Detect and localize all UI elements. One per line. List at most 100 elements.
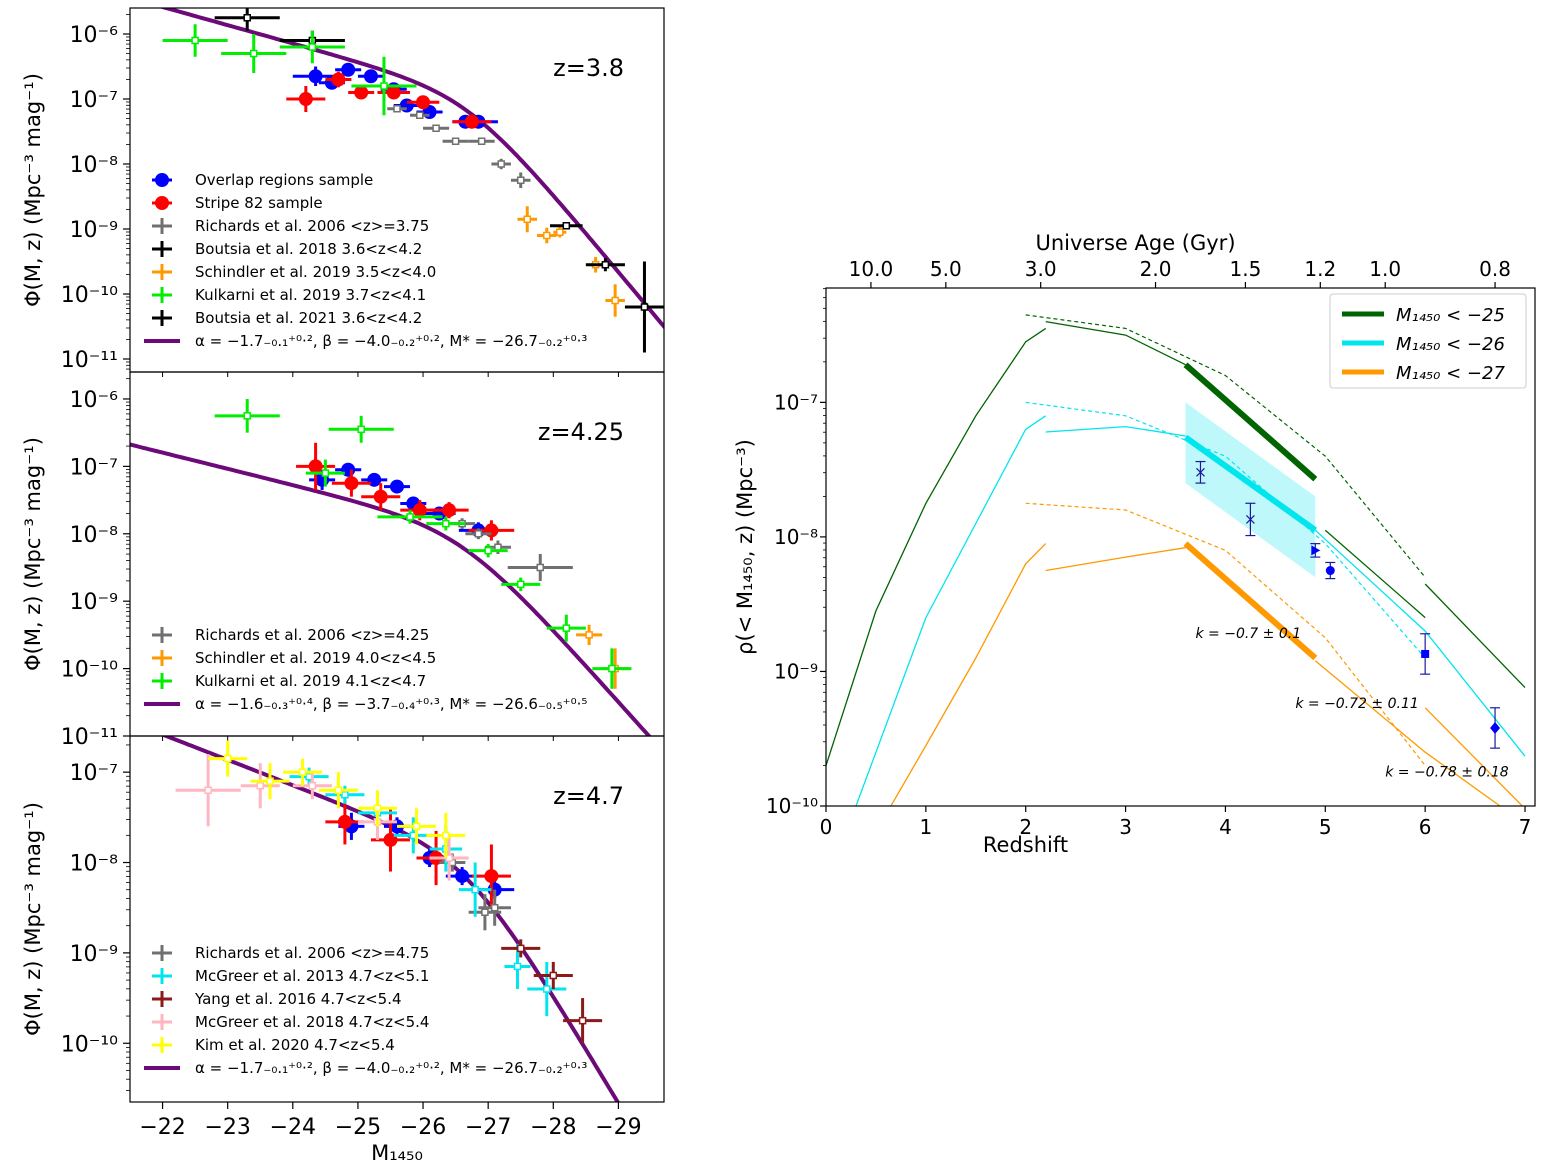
data-point: [256, 781, 264, 790]
data-point: [243, 412, 251, 420]
legend-label: M₁₄₅₀ < −27: [1396, 363, 1505, 384]
data-point: [341, 462, 356, 477]
data-point: [640, 303, 649, 311]
model-curve: [1314, 660, 1501, 806]
x-tick-label: 6: [1419, 815, 1432, 839]
y-tick-label: 10⁻⁸: [70, 153, 119, 178]
data-point: [308, 43, 317, 51]
data-point: [516, 580, 525, 589]
x-axis-label: M₁₄₅₀: [371, 1141, 423, 1164]
y-tick-label: 10⁻¹⁰: [766, 794, 818, 818]
x-tick-label: 5: [1319, 815, 1332, 839]
x-tick-label: −26: [400, 1115, 446, 1140]
data-point: [204, 786, 212, 794]
y-tick-label: 10⁻⁶: [70, 23, 119, 48]
data-point: [523, 215, 531, 223]
top-tick-label: 1.0: [1369, 257, 1401, 281]
data-point: [1245, 514, 1255, 524]
legend-label: α = −1.6₋₀.₃⁺⁰·⁴, β = −3.7₋₀.₄⁺⁰·³, M* =…: [195, 695, 587, 713]
data-point: [334, 786, 343, 794]
x-tick-label: −28: [530, 1115, 576, 1140]
data-point: [191, 36, 199, 45]
uncertainty-band: [1185, 402, 1316, 578]
y-tick-label: 10⁻¹¹: [61, 725, 118, 750]
redshift-label: z=3.8: [553, 54, 624, 82]
data-point: [556, 228, 564, 236]
x-tick-label: 1: [919, 815, 932, 839]
data-point: [380, 82, 388, 90]
data-point: [601, 261, 610, 269]
data-point: [516, 176, 525, 184]
data-point: [484, 523, 499, 538]
legend-label: McGreer et al. 2018 4.7<z<5.4: [195, 1013, 429, 1031]
data-point: [363, 69, 378, 84]
data-point: [406, 513, 414, 521]
data-point: [266, 777, 274, 785]
data-point: [608, 664, 616, 673]
y-tick-label: 10⁻⁸: [70, 852, 119, 877]
legend-label: McGreer et al. 2013 4.7<z<5.1: [195, 967, 429, 985]
data-point: [321, 469, 330, 477]
data-point: [516, 944, 525, 953]
fit-segment: [1183, 434, 1318, 533]
data-point: [416, 111, 424, 119]
fit-segment: [1183, 541, 1318, 661]
data-point: [357, 425, 365, 434]
data-point: [344, 476, 359, 491]
y-tick-label: 10⁻¹¹: [61, 348, 118, 373]
data-point: [611, 296, 619, 305]
top-axis-label: Universe Age (Gyr): [1035, 231, 1235, 255]
x-tick-label: 3: [1119, 815, 1132, 839]
data-point: [442, 503, 457, 518]
top-tick-label: 3.0: [1025, 257, 1057, 281]
data-point: [390, 479, 404, 494]
data-point: [308, 459, 323, 474]
legend-label: Kim et al. 2020 4.7<z<5.4: [195, 1036, 395, 1054]
panel-z47: 10⁻⁷ 10⁻⁸ 10⁻⁹ 10⁻¹⁰ Φ(M, z) (Mpc⁻³ mag⁻¹) z=…: [21, 735, 665, 1164]
plot-area: [158, 8, 664, 353]
data-point: [497, 160, 505, 168]
legend-label: Schindler et al. 2019 3.5<z<4.0: [195, 263, 436, 281]
data-point: [341, 62, 356, 77]
plot-area: [160, 736, 621, 1102]
slope-annotation: k = −0.72 ± 0.11: [1295, 696, 1418, 712]
y-tick-label: 10⁻⁷: [70, 455, 118, 480]
legend-label: Boutsia et al. 2018 3.6<z<4.2: [195, 240, 422, 258]
top-tick-label: 10.0: [849, 257, 894, 281]
y-tick-label: 10⁻⁸: [70, 523, 119, 548]
data-point: [412, 503, 427, 518]
legend-label: Yang et al. 2016 4.7<z<5.4: [194, 990, 402, 1008]
data-point: [562, 624, 571, 632]
y-tick-label: 10⁻⁷: [774, 390, 818, 414]
data-point: [373, 804, 382, 813]
x-tick-label: −23: [204, 1115, 250, 1140]
legend-label: Kulkarni et al. 2019 4.1<z<4.7: [195, 672, 426, 690]
y-tick-label: 10⁻⁷: [70, 88, 118, 113]
model-curve: [855, 415, 1047, 806]
legend-label: Boutsia et al. 2021 3.6<z<4.2: [195, 309, 422, 327]
model-curve-dashed: [1025, 502, 1426, 766]
x-tick-label: −24: [270, 1115, 316, 1140]
y-tick-label: 10⁻⁶: [70, 388, 119, 413]
data-point: [416, 95, 431, 110]
model-curve: [1424, 583, 1526, 689]
fit-curve: [130, 442, 652, 736]
y-tick-label: 10⁻¹⁰: [61, 1032, 118, 1057]
data-point: [471, 885, 479, 894]
data-point: [1196, 467, 1205, 477]
model-curve: [826, 327, 1047, 766]
data-point: [1490, 721, 1501, 734]
data-point: [562, 222, 571, 230]
y-tick-label: 10⁻⁹: [70, 218, 118, 243]
data-point: [451, 137, 460, 145]
data-point: [464, 114, 479, 129]
data-point: [308, 781, 317, 790]
data-point: [243, 14, 251, 22]
redshift-label: z=4.7: [553, 782, 624, 810]
axes-frame: [129, 735, 665, 1103]
data-point: [367, 472, 382, 487]
top-tick-label: 1.2: [1304, 257, 1336, 281]
y-tick-label: 10⁻⁹: [70, 942, 118, 967]
model-curve: [1045, 547, 1186, 572]
